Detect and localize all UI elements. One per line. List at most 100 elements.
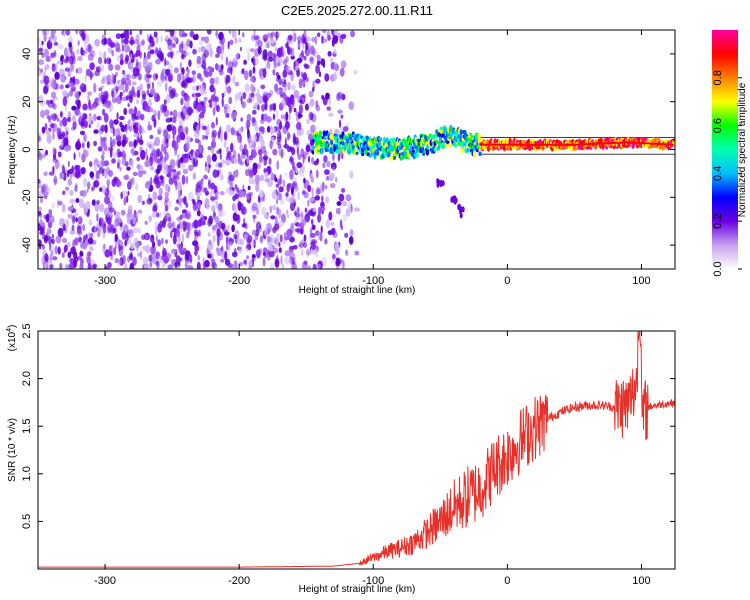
- noise-speck: [166, 93, 171, 103]
- noise-speck: [276, 140, 281, 146]
- noise-speck: [333, 72, 338, 81]
- noise-speck: [185, 231, 190, 239]
- noise-speck: [135, 58, 139, 68]
- noise-speck: [49, 215, 55, 224]
- noise-speck: [272, 247, 279, 254]
- noise-speck: [271, 190, 277, 200]
- secondary-trace-speck: [451, 195, 455, 202]
- noise-speck: [53, 178, 57, 183]
- noise-speck: [68, 81, 74, 87]
- noise-speck: [186, 261, 191, 266]
- noise-speck: [79, 250, 84, 257]
- noise-speck: [252, 66, 256, 74]
- noise-speck: [61, 237, 68, 244]
- noise-speck: [279, 234, 283, 243]
- noise-speck: [167, 52, 173, 58]
- noise-speck: [345, 249, 349, 256]
- noise-speck: [342, 259, 345, 269]
- noise-speck: [331, 257, 337, 264]
- noise-speck: [57, 151, 62, 158]
- noise-speck: [149, 261, 153, 268]
- noise-speck: [246, 154, 250, 165]
- noise-speck: [114, 233, 118, 242]
- noise-speck: [134, 212, 139, 219]
- noise-speck: [235, 53, 239, 59]
- noise-speck: [198, 39, 203, 46]
- noise-speck: [213, 96, 218, 103]
- noise-speck: [212, 234, 215, 244]
- noise-speck: [289, 202, 296, 211]
- noise-speck: [103, 113, 109, 123]
- noise-speck: [163, 211, 167, 216]
- noise-speck: [275, 31, 278, 41]
- noise-speck: [285, 65, 292, 73]
- noise-speck: [39, 79, 45, 84]
- noise-speck: [137, 164, 144, 174]
- signal-speck: [476, 145, 480, 150]
- noise-speck: [70, 213, 73, 220]
- noise-speck: [44, 109, 50, 116]
- noise-speck: [269, 104, 272, 111]
- noise-speck: [228, 61, 234, 71]
- noise-speck: [59, 120, 63, 127]
- noise-speck: [110, 196, 115, 202]
- noise-speck: [276, 160, 280, 170]
- noise-speck: [54, 245, 58, 255]
- noise-speck: [106, 216, 112, 225]
- noise-speck: [240, 46, 242, 52]
- noise-speck: [254, 53, 257, 59]
- noise-speck: [248, 176, 255, 185]
- noise-speck: [251, 143, 256, 148]
- signal-speck: [376, 149, 380, 156]
- spectrogram-background: [38, 30, 675, 269]
- noise-speck: [64, 67, 71, 72]
- noise-speck: [54, 114, 58, 120]
- noise-speck: [306, 36, 311, 42]
- noise-speck: [225, 74, 231, 84]
- noise-speck: [277, 142, 280, 150]
- noise-speck: [38, 206, 43, 211]
- noise-speck: [165, 81, 168, 92]
- noise-speck: [137, 137, 141, 143]
- noise-speck: [65, 186, 70, 191]
- noise-speck: [143, 232, 150, 241]
- noise-speck: [233, 170, 239, 178]
- noise-speck: [169, 30, 175, 37]
- noise-speck: [302, 43, 305, 50]
- noise-speck: [317, 235, 320, 241]
- noise-speck: [185, 175, 189, 184]
- noise-speck: [61, 252, 65, 259]
- noise-speck: [142, 93, 147, 100]
- noise-speck: [89, 62, 95, 71]
- noise-speck: [276, 232, 280, 240]
- noise-speck: [198, 84, 201, 89]
- noise-speck: [258, 149, 263, 156]
- noise-speck: [294, 185, 299, 192]
- noise-speck: [181, 114, 186, 120]
- noise-speck: [40, 99, 46, 107]
- noise-speck: [180, 97, 184, 106]
- noise-speck: [302, 72, 308, 81]
- noise-speck: [127, 204, 133, 214]
- noise-speck: [278, 208, 282, 219]
- noise-speck: [328, 211, 333, 221]
- noise-speck: [51, 202, 55, 209]
- noise-speck: [126, 46, 131, 53]
- noise-speck: [200, 36, 206, 41]
- noise-speck: [95, 170, 100, 180]
- noise-speck: [350, 30, 355, 38]
- noise-speck: [160, 71, 165, 81]
- signal-core-line: [480, 141, 674, 146]
- noise-speck: [240, 204, 245, 215]
- noise-speck: [45, 232, 50, 242]
- noise-speck: [318, 71, 322, 78]
- snr-panel: -300 -200 -100 0 100 0.5 1.0 1.5 2.0 2.5 Height …: [6, 323, 676, 595]
- noise-speck: [266, 125, 271, 133]
- noise-speck: [333, 30, 339, 36]
- noise-speck: [210, 140, 217, 149]
- noise-speck: [99, 203, 105, 213]
- noise-speck: [259, 189, 265, 198]
- signal-speck: [335, 148, 339, 154]
- noise-speck: [44, 83, 49, 94]
